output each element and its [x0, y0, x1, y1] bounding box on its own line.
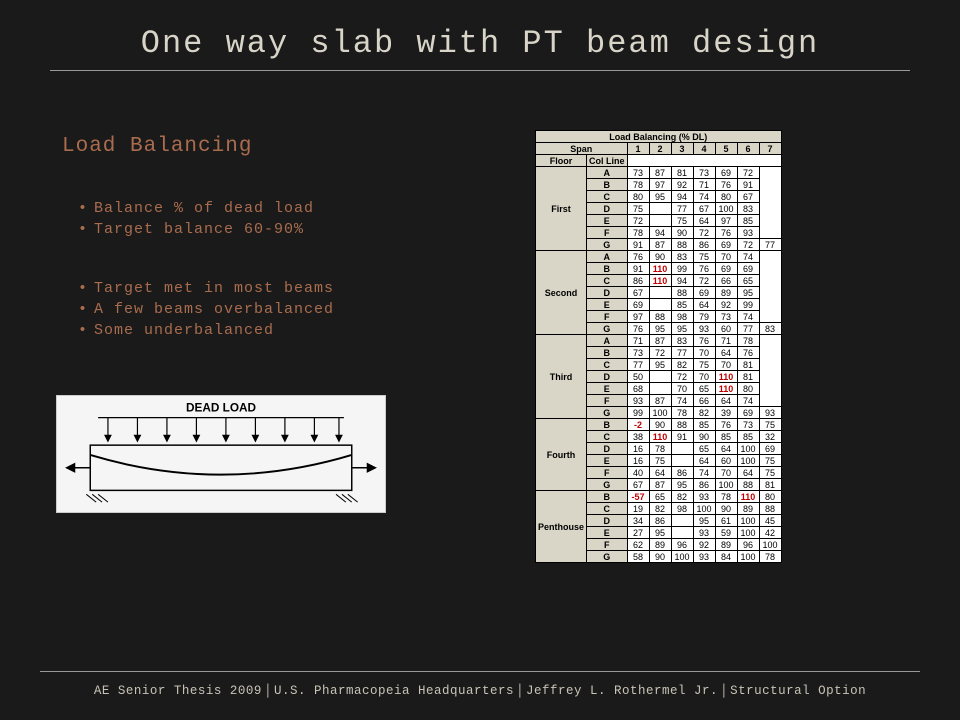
figure-label: DEAD LOAD	[186, 402, 257, 415]
load-balancing-table: Load Balancing (% DL)Span1234567FloorCol…	[535, 130, 782, 563]
title-underline	[50, 70, 910, 71]
dead-load-figure: DEAD LOAD	[56, 395, 386, 513]
bullet-item: Target balance 60-90%	[78, 221, 314, 238]
footer-text: AE Senior Thesis 2009│U.S. Pharmacopeia …	[0, 684, 960, 698]
bullet-item: A few beams overbalanced	[78, 301, 334, 318]
bullet-item: Balance % of dead load	[78, 200, 314, 217]
bullet-item: Some underbalanced	[78, 322, 334, 339]
section-heading: Load Balancing	[62, 135, 252, 158]
bullet-group-1: Balance % of dead load Target balance 60…	[78, 200, 314, 242]
footer-rule	[40, 671, 920, 672]
page-title: One way slab with PT beam design	[0, 25, 960, 62]
bullet-group-2: Target met in most beams A few beams ove…	[78, 280, 334, 343]
bullet-item: Target met in most beams	[78, 280, 334, 297]
